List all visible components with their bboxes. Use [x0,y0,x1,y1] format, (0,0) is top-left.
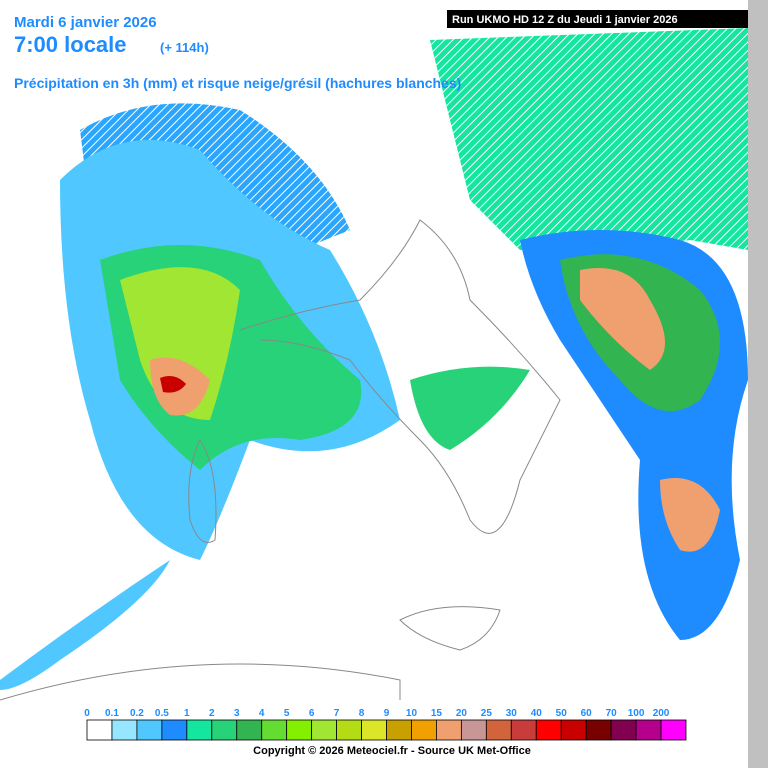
subtitle: Précipitation en 3h (mm) et risque neige… [14,75,461,91]
legend-swatch [236,719,263,741]
legend-swatch [510,719,537,741]
legend-label: 5 [284,708,290,719]
legend-swatch [311,719,337,741]
legend-label: 6 [309,708,315,719]
lead-time: (+ 114h) [160,40,209,55]
legend-label: 25 [481,708,493,719]
legend-swatch [436,719,462,741]
legend-swatch [610,719,637,741]
precip-field [0,28,748,690]
legend-label: 9 [384,708,390,719]
legend-label: 0.1 [105,708,119,719]
legend-swatch [386,719,412,741]
legend-swatch [111,719,138,741]
legend-swatch [560,719,587,741]
side-strip [748,0,768,768]
legend-swatch [660,719,687,741]
legend-swatch [485,719,512,741]
legend-swatch [361,719,387,741]
legend-label: 8 [359,708,365,719]
legend-label: 0.5 [155,708,169,719]
legend-label: 15 [431,708,443,719]
time: 7:00 locale [14,32,127,57]
legend-swatch [286,719,313,741]
legend-label: 7 [334,708,340,719]
legend-label: 10 [406,708,418,719]
legend-label: 0 [84,708,90,719]
legend-swatch [161,719,188,741]
legend-label: 0.2 [130,708,144,719]
legend-label: 4 [259,708,265,719]
legend-label: 20 [456,708,468,719]
legend-label: 50 [556,708,568,719]
legend-label: 200 [653,708,670,719]
legend-label: 3 [234,708,240,719]
legend-swatch [336,719,362,741]
legend-label: 40 [531,708,543,719]
coastlines [0,219,561,701]
legend-label: 1 [184,708,190,719]
legend-swatch [261,719,288,741]
copyright: Copyright © 2026 Meteociel.fr - Source U… [253,745,531,757]
legend-label: 2 [209,708,215,719]
legend-label: 70 [606,708,618,719]
legend-swatch [86,719,113,741]
run-info: Run UKMO HD 12 Z du Jeudi 1 janvier 2026 [452,14,678,26]
legend-label: 100 [628,708,645,719]
legend-swatch [460,719,487,741]
legend-swatch [136,719,163,741]
legend-swatch [535,719,562,741]
legend-swatch [211,719,238,741]
legend-swatch [585,719,612,741]
legend-swatch [186,719,213,741]
legend-label: 30 [506,708,518,719]
legend: 0 0.1 0.2 0.5 1 2 3 4 5 6 7 8 9 10 15 20 25 30 40 50 60 70 100… [84,708,687,741]
legend-swatch [635,719,662,741]
date: Mardi 6 janvier 2026 [14,14,157,31]
run-banner [447,10,748,28]
legend-swatch [411,719,437,741]
legend-label: 60 [581,708,593,719]
